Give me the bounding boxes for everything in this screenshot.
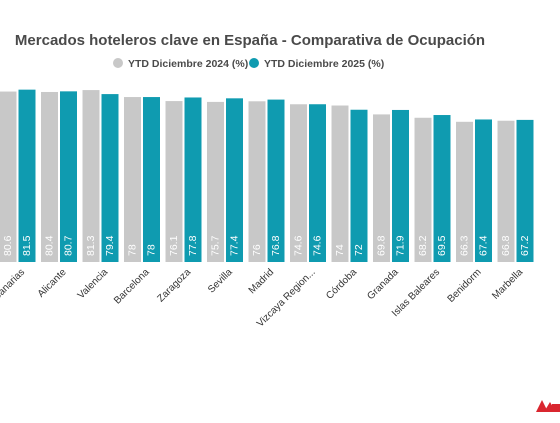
bar-value-label: 66.8	[500, 235, 512, 256]
bar-2024	[414, 117, 432, 263]
bar-2024	[124, 97, 141, 262]
bar-value-label: 77.4	[228, 235, 240, 256]
category-label: Islas Canarias	[0, 267, 27, 320]
category-label: Zaragoza	[155, 267, 193, 305]
category-label: Benidorm	[446, 267, 484, 305]
bar-value-label: 69.5	[436, 235, 448, 256]
bar-value-label: 68.2	[417, 235, 429, 256]
bar-2025	[226, 98, 243, 263]
bar-2024	[165, 101, 183, 262]
bar-value-label: 74.6	[292, 235, 304, 256]
bar-2024	[373, 114, 390, 263]
category-label: Alicante	[36, 267, 69, 300]
bar-2025	[18, 89, 36, 262]
bar-2025	[350, 109, 368, 262]
bar-value-label: 77.8	[187, 235, 199, 256]
category-label: Valencia	[76, 267, 111, 302]
bar-2025	[475, 119, 492, 262]
bar-value-label: 76.8	[270, 235, 282, 256]
bar-value-label: 76	[251, 244, 263, 256]
bar-2025	[309, 104, 326, 262]
category-label: Marbella	[490, 267, 525, 302]
bar-value-label: 71.9	[394, 235, 406, 256]
bar-value-label: 80.6	[2, 235, 14, 256]
bar-2024	[207, 101, 224, 262]
bar-value-label: 74	[334, 244, 346, 256]
category-label: Madrid	[247, 267, 276, 296]
bar-value-label: 72	[353, 244, 365, 256]
bar-2024	[331, 105, 349, 262]
bar-2025	[516, 119, 534, 262]
bar-2025	[433, 115, 451, 262]
bar-2024	[456, 121, 473, 262]
category-label: Sevilla	[206, 267, 235, 296]
legend-label-2025: YTD Diciembre 2025 (%)	[264, 58, 384, 70]
bar-value-label: 69.8	[375, 235, 387, 256]
bar-value-label: 78	[126, 244, 138, 256]
bar-value-label: 66.3	[458, 235, 470, 256]
bar-value-label: 67.2	[519, 235, 531, 256]
bar-value-label: 75.7	[209, 235, 221, 256]
bar-2024	[41, 91, 58, 263]
bar-value-label: 81.5	[21, 235, 33, 256]
bar-2025	[184, 97, 202, 262]
category-label: Granada	[365, 267, 401, 303]
bar-2024	[0, 91, 17, 262]
bar-value-label: 81.3	[85, 235, 97, 256]
bar-2025	[143, 97, 160, 262]
bar-value-label: 67.4	[477, 235, 489, 256]
legend-swatch-2024	[113, 58, 123, 68]
bar-value-label: 78	[145, 244, 157, 256]
bar-value-label: 79.4	[104, 235, 116, 256]
chart-legend: YTD Diciembre 2024 (%) YTD Diciembre 202…	[113, 58, 384, 70]
bar-2024	[290, 104, 307, 262]
bar-value-label: 76.1	[168, 235, 180, 256]
category-label: Córdoba	[324, 267, 359, 302]
legend-swatch-2025	[249, 58, 259, 68]
brand-logo-icon	[536, 400, 560, 412]
category-label: Barcelona	[112, 267, 152, 307]
bar-value-label: 74.6	[311, 235, 323, 256]
bar-2025	[60, 91, 77, 262]
bar-2024	[497, 120, 515, 263]
chart-title: Mercados hoteleros clave en España - Com…	[15, 32, 485, 49]
bar-2025	[392, 109, 409, 263]
bar-2025	[101, 94, 119, 262]
legend-label-2024: YTD Diciembre 2024 (%)	[128, 58, 248, 70]
bar-2024	[82, 90, 100, 262]
bar-value-label: 80.7	[62, 235, 74, 256]
bar-2025	[267, 99, 285, 262]
bar-2024	[248, 101, 266, 262]
bar-value-label: 80.4	[43, 235, 55, 256]
